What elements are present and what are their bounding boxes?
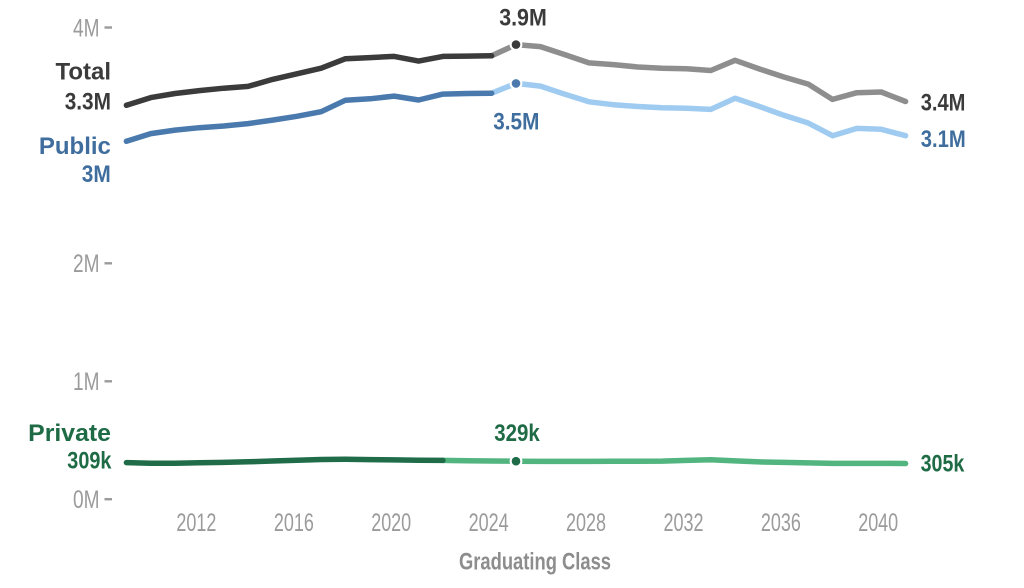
svg-text:2024: 2024 <box>469 509 509 537</box>
svg-text:305k: 305k <box>921 451 965 478</box>
svg-text:329k: 329k <box>494 420 540 447</box>
svg-text:1M: 1M <box>73 368 100 396</box>
svg-text:Public: Public <box>39 133 111 160</box>
svg-text:Total: Total <box>55 59 111 86</box>
svg-text:2036: 2036 <box>761 509 801 537</box>
svg-text:4M: 4M <box>73 14 100 42</box>
svg-text:Graduating Class: Graduating Class <box>459 549 611 576</box>
svg-text:2032: 2032 <box>664 509 704 537</box>
svg-text:3.5M: 3.5M <box>493 108 539 135</box>
svg-text:0M: 0M <box>73 486 100 514</box>
svg-text:3.4M: 3.4M <box>921 90 966 117</box>
svg-text:2040: 2040 <box>858 509 898 537</box>
svg-text:2012: 2012 <box>176 509 216 537</box>
svg-text:3M: 3M <box>82 161 111 188</box>
svg-text:2028: 2028 <box>566 509 606 537</box>
svg-text:2M: 2M <box>73 250 100 278</box>
svg-text:309k: 309k <box>67 448 112 475</box>
svg-text:3.3M: 3.3M <box>65 89 111 116</box>
svg-text:3.9M: 3.9M <box>499 4 547 31</box>
svg-text:3.1M: 3.1M <box>921 126 966 153</box>
svg-text:2020: 2020 <box>371 509 411 537</box>
svg-text:2016: 2016 <box>274 509 314 537</box>
svg-text:Private: Private <box>28 420 111 447</box>
